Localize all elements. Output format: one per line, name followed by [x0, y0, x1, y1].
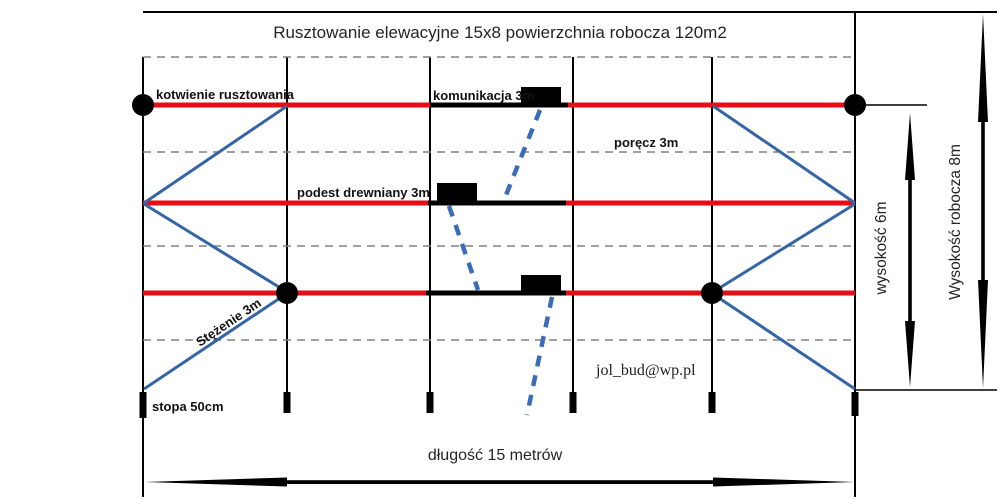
- height-arrowhead-down: [905, 321, 915, 387]
- ladder-dashed-line: [524, 296, 555, 416]
- communication-label: komunikacja 3m: [433, 88, 534, 103]
- base-foot: [851, 392, 859, 416]
- base-foot: [283, 392, 291, 413]
- bracing-diagonal: [712, 104, 856, 205]
- working-height-arrowhead-up: [978, 14, 988, 122]
- length-arrow-shaft: [287, 480, 713, 484]
- working-height-arrow-shaft: [981, 120, 985, 282]
- contact-email: jol_bud@wp.pl: [595, 362, 696, 379]
- anchor-dot: [844, 94, 866, 116]
- hatch-block: [521, 87, 561, 105]
- anchor-dot: [276, 282, 298, 304]
- length-arrowhead-left: [145, 477, 287, 487]
- bracing-diagonal: [143, 104, 288, 205]
- ladder-dashed-line: [501, 109, 543, 201]
- anchor-label: kotwienie rusztowania: [156, 87, 295, 102]
- anchor-dot: [701, 282, 723, 304]
- bracing-diagonal: [712, 292, 856, 391]
- diagram-title: Rusztowanie elewacyjne 15x8 powierzchnia…: [273, 23, 727, 42]
- bracing-label: Stężenie 3m: [193, 295, 264, 349]
- base-foot: [708, 392, 716, 413]
- guardrail-label: poręcz 3m: [614, 135, 678, 150]
- bracing-diagonal: [143, 202, 288, 294]
- hatch-block: [521, 275, 561, 293]
- platform-label: podest drewniany 3m: [297, 185, 430, 200]
- height-dimension-label: wysokość 6m: [873, 201, 890, 295]
- working-height-dimension-label: Wysokość robocza 8m: [947, 144, 964, 300]
- hatch-block: [437, 183, 477, 201]
- foot-label: stopa 50cm: [152, 399, 224, 414]
- height-arrowhead-up: [905, 113, 915, 180]
- length-arrowhead-right: [713, 477, 855, 487]
- working-height-arrowhead-down: [978, 280, 988, 388]
- base-foot: [426, 392, 434, 413]
- bracing-diagonal: [143, 292, 287, 391]
- bracing-diagonal: [712, 202, 856, 294]
- base-foot: [139, 392, 147, 418]
- base-foot: [569, 392, 577, 413]
- anchor-dot: [132, 94, 154, 116]
- height-arrow-shaft: [908, 178, 912, 323]
- length-dimension-label: długość 15 metrów: [428, 447, 563, 464]
- ladder-dashed-line: [446, 205, 481, 291]
